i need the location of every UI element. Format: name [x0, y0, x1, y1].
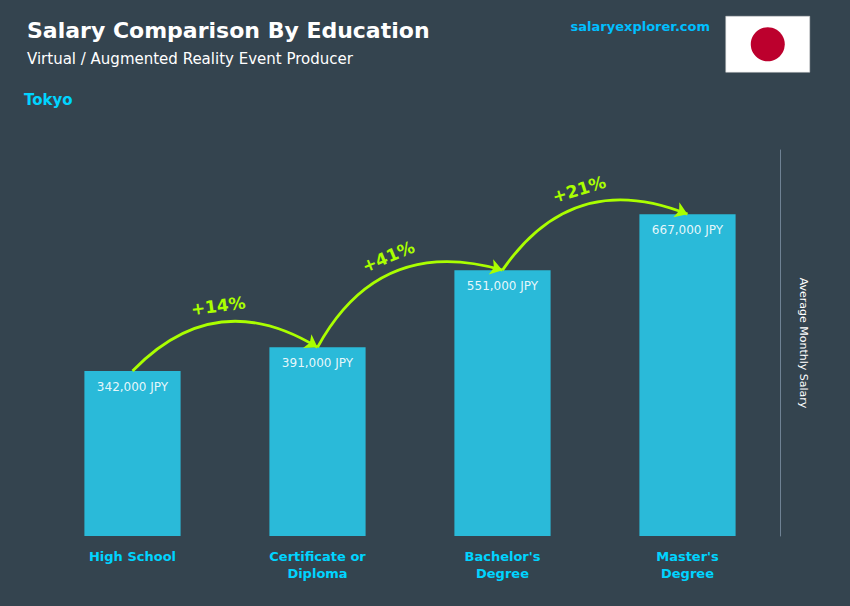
svg-text:551,000 JPY: 551,000 JPY: [467, 279, 539, 293]
svg-text:Certificate or: Certificate or: [269, 549, 366, 564]
svg-text:Salary Comparison By Education: Salary Comparison By Education: [27, 18, 430, 43]
svg-text:Degree: Degree: [661, 566, 714, 581]
svg-text:391,000 JPY: 391,000 JPY: [282, 356, 354, 370]
svg-text:Diploma: Diploma: [287, 566, 347, 581]
svg-text:342,000 JPY: 342,000 JPY: [97, 380, 169, 394]
svg-text:Average Monthly Salary: Average Monthly Salary: [797, 278, 810, 409]
svg-text:Virtual / Augmented Reality Ev: Virtual / Augmented Reality Event Produc…: [27, 50, 354, 68]
svg-text:High School: High School: [89, 549, 176, 564]
svg-text:Master's: Master's: [656, 549, 719, 564]
svg-text:Bachelor's: Bachelor's: [465, 549, 541, 564]
svg-text:+14%: +14%: [190, 292, 247, 319]
svg-text:667,000 JPY: 667,000 JPY: [652, 223, 724, 237]
svg-text:salaryexplorer.com: salaryexplorer.com: [571, 19, 710, 34]
svg-text:Degree: Degree: [476, 566, 529, 581]
svg-text:+21%: +21%: [550, 172, 608, 207]
svg-text:+41%: +41%: [359, 237, 417, 277]
svg-text:Tokyo: Tokyo: [24, 91, 73, 109]
